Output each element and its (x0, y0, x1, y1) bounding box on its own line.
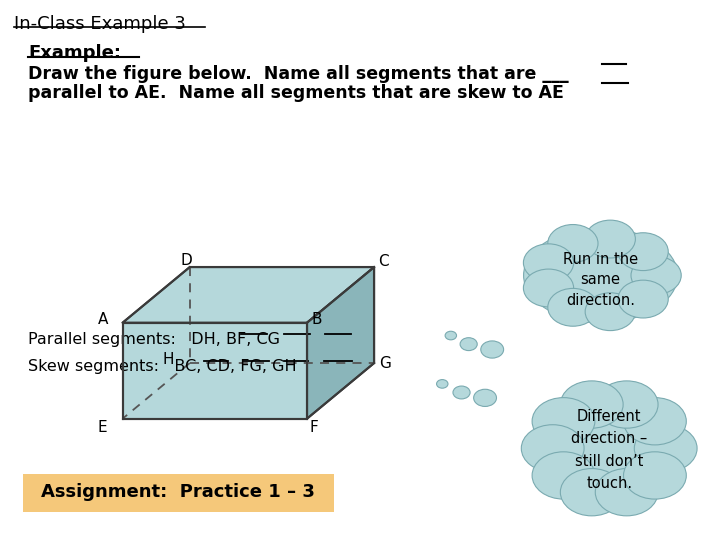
Circle shape (634, 425, 697, 472)
Circle shape (585, 293, 635, 330)
Text: G: G (379, 355, 391, 370)
Text: H: H (163, 352, 174, 367)
Circle shape (532, 452, 595, 499)
Circle shape (460, 338, 477, 350)
Text: still don’t: still don’t (575, 454, 644, 469)
Circle shape (624, 397, 686, 445)
Circle shape (474, 389, 497, 407)
Circle shape (624, 452, 686, 499)
Text: D: D (180, 253, 192, 268)
Circle shape (548, 225, 598, 262)
Circle shape (436, 380, 448, 388)
Ellipse shape (531, 389, 688, 508)
Circle shape (548, 288, 598, 326)
Text: Skew segments:   BC, CD, FG, GH: Skew segments: BC, CD, FG, GH (29, 359, 297, 374)
Circle shape (521, 425, 584, 472)
Text: direction –: direction – (571, 431, 647, 446)
Text: parallel to AE.  Name all segments that are skew to AE: parallel to AE. Name all segments that a… (29, 84, 564, 102)
Circle shape (481, 341, 503, 358)
Circle shape (595, 381, 658, 428)
Circle shape (618, 233, 668, 271)
Circle shape (595, 469, 658, 516)
Text: Draw the figure below.  Name all segments that are ___: Draw the figure below. Name all segments… (29, 65, 569, 83)
Circle shape (585, 220, 635, 258)
Circle shape (560, 381, 623, 428)
Ellipse shape (523, 228, 678, 322)
Circle shape (445, 331, 456, 340)
Text: F: F (310, 420, 318, 435)
Polygon shape (122, 267, 374, 322)
Circle shape (453, 386, 470, 399)
Text: Example:: Example: (29, 44, 122, 62)
Text: B: B (312, 313, 323, 327)
Circle shape (532, 397, 595, 445)
Text: Assignment:  Practice 1 – 3: Assignment: Practice 1 – 3 (41, 483, 315, 501)
Circle shape (523, 244, 574, 282)
Circle shape (618, 280, 668, 318)
Circle shape (560, 469, 623, 516)
FancyBboxPatch shape (23, 474, 334, 512)
Polygon shape (122, 322, 307, 418)
Text: E: E (98, 420, 107, 435)
Text: Different: Different (577, 409, 642, 423)
Text: same: same (580, 272, 621, 287)
Polygon shape (307, 267, 374, 418)
Circle shape (523, 269, 574, 307)
Text: C: C (378, 254, 389, 269)
Text: Parallel segments:   DH, BF, CG: Parallel segments: DH, BF, CG (29, 332, 281, 347)
Text: Run in the: Run in the (563, 252, 638, 267)
Text: A: A (97, 313, 108, 327)
Circle shape (631, 256, 681, 294)
Text: touch.: touch. (586, 476, 632, 491)
Text: direction.: direction. (566, 293, 635, 308)
Text: In-Class Example 3: In-Class Example 3 (14, 15, 186, 33)
